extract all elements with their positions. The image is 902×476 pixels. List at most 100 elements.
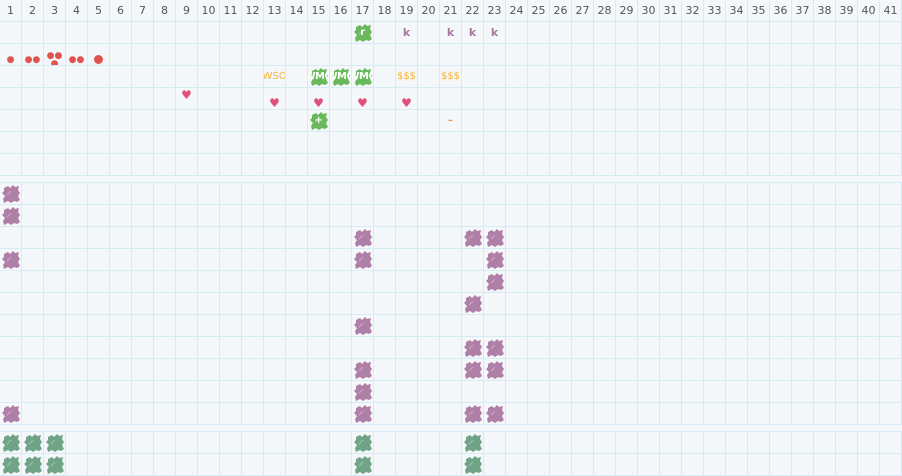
tracker-cell[interactable] <box>814 205 836 227</box>
tracker-cell[interactable] <box>264 432 286 454</box>
tracker-cell[interactable] <box>572 271 594 293</box>
tracker-cell[interactable] <box>770 227 792 249</box>
tracker-cell[interactable] <box>528 271 550 293</box>
tracker-cell[interactable] <box>682 110 704 132</box>
tracker-cell[interactable] <box>44 249 66 271</box>
tracker-cell[interactable] <box>44 315 66 337</box>
tracker-cell[interactable] <box>110 432 132 454</box>
tracker-cell[interactable] <box>440 44 462 66</box>
tracker-cell[interactable] <box>528 183 550 205</box>
tracker-cell[interactable] <box>858 315 880 337</box>
tracker-cell[interactable] <box>638 227 660 249</box>
tracker-cell[interactable] <box>594 88 616 110</box>
tracker-cell[interactable] <box>836 44 858 66</box>
tracker-cell[interactable] <box>528 132 550 154</box>
tracker-cell[interactable] <box>726 315 748 337</box>
tracker-cell[interactable] <box>374 249 396 271</box>
tracker-cell[interactable] <box>814 88 836 110</box>
tracker-cell[interactable] <box>682 271 704 293</box>
tracker-cell[interactable] <box>66 432 88 454</box>
tracker-cell[interactable] <box>770 88 792 110</box>
tracker-cell[interactable] <box>176 154 198 176</box>
tracker-cell[interactable] <box>616 271 638 293</box>
tracker-cell[interactable] <box>88 454 110 476</box>
tracker-cell[interactable] <box>286 381 308 403</box>
tracker-cell[interactable] <box>374 227 396 249</box>
tracker-cell[interactable] <box>286 432 308 454</box>
tracker-cell[interactable] <box>132 154 154 176</box>
tracker-cell[interactable] <box>858 403 880 425</box>
tracker-cell[interactable] <box>308 432 330 454</box>
tracker-cell[interactable] <box>638 183 660 205</box>
tracker-cell[interactable] <box>132 110 154 132</box>
tracker-cell[interactable] <box>88 403 110 425</box>
tracker-cell[interactable] <box>176 249 198 271</box>
tracker-cell[interactable] <box>154 110 176 132</box>
tracker-cell[interactable] <box>286 271 308 293</box>
tracker-cell[interactable] <box>110 205 132 227</box>
tracker-cell[interactable] <box>88 205 110 227</box>
tracker-cell[interactable] <box>308 205 330 227</box>
tracker-cell[interactable] <box>550 205 572 227</box>
tracker-cell[interactable] <box>308 249 330 271</box>
tracker-cell[interactable] <box>88 132 110 154</box>
tracker-cell[interactable] <box>880 205 902 227</box>
tracker-cell[interactable] <box>242 44 264 66</box>
tracker-cell[interactable] <box>748 22 770 44</box>
tracker-cell[interactable] <box>704 110 726 132</box>
tracker-cell[interactable] <box>286 88 308 110</box>
tracker-cell[interactable] <box>176 44 198 66</box>
tracker-cell[interactable] <box>330 271 352 293</box>
tracker-cell[interactable] <box>44 88 66 110</box>
tracker-cell[interactable] <box>440 315 462 337</box>
tracker-cell[interactable] <box>506 293 528 315</box>
tracker-cell[interactable] <box>0 249 22 271</box>
tracker-cell[interactable] <box>616 88 638 110</box>
tracker-cell[interactable] <box>132 183 154 205</box>
tracker-cell[interactable] <box>396 183 418 205</box>
tracker-cell[interactable]: k <box>484 22 506 44</box>
tracker-cell[interactable] <box>880 22 902 44</box>
tracker-cell[interactable] <box>528 110 550 132</box>
tracker-cell[interactable] <box>726 183 748 205</box>
tracker-cell[interactable] <box>66 66 88 88</box>
tracker-cell[interactable] <box>704 293 726 315</box>
tracker-cell[interactable] <box>352 359 374 381</box>
tracker-cell[interactable] <box>594 381 616 403</box>
tracker-cell[interactable] <box>132 337 154 359</box>
tracker-cell[interactable] <box>770 432 792 454</box>
tracker-cell[interactable] <box>858 249 880 271</box>
tracker-cell[interactable] <box>484 454 506 476</box>
tracker-cell[interactable] <box>198 88 220 110</box>
tracker-cell[interactable] <box>440 454 462 476</box>
tracker-cell[interactable] <box>748 44 770 66</box>
tracker-cell[interactable] <box>594 293 616 315</box>
tracker-cell[interactable] <box>132 432 154 454</box>
tracker-cell[interactable] <box>792 205 814 227</box>
tracker-cell[interactable] <box>66 315 88 337</box>
tracker-cell[interactable] <box>154 454 176 476</box>
tracker-cell[interactable] <box>836 88 858 110</box>
tracker-cell[interactable] <box>396 110 418 132</box>
tracker-cell[interactable] <box>176 183 198 205</box>
tracker-cell[interactable] <box>704 132 726 154</box>
tracker-cell[interactable]: ● <box>0 44 22 66</box>
tracker-cell[interactable] <box>44 337 66 359</box>
tracker-cell[interactable] <box>880 183 902 205</box>
tracker-cell[interactable] <box>374 337 396 359</box>
tracker-cell[interactable] <box>44 359 66 381</box>
tracker-cell[interactable] <box>638 359 660 381</box>
tracker-cell[interactable] <box>0 88 22 110</box>
tracker-cell[interactable] <box>594 359 616 381</box>
tracker-cell[interactable] <box>418 337 440 359</box>
tracker-cell[interactable] <box>198 337 220 359</box>
tracker-cell[interactable] <box>110 44 132 66</box>
tracker-cell[interactable] <box>0 66 22 88</box>
tracker-cell[interactable] <box>66 454 88 476</box>
tracker-cell[interactable] <box>308 183 330 205</box>
tracker-cell[interactable] <box>572 454 594 476</box>
tracker-cell[interactable] <box>22 403 44 425</box>
tracker-cell[interactable] <box>858 183 880 205</box>
tracker-cell[interactable] <box>198 381 220 403</box>
tracker-cell[interactable] <box>418 132 440 154</box>
